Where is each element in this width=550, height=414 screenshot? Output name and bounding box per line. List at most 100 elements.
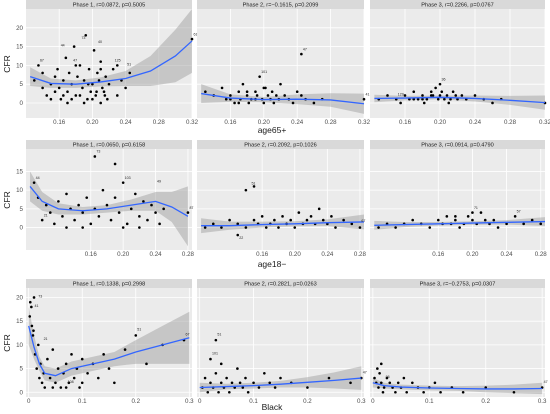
facet-strip-title: Phase 3, r=0.2266, p=0.0767: [421, 3, 493, 9]
data-point: [72, 376, 76, 380]
data-point: [396, 381, 400, 385]
data-point: [92, 49, 96, 52]
x-axis-title: Black: [262, 402, 284, 412]
data-point: [48, 211, 52, 214]
trend-line: [28, 325, 190, 377]
data-point: [31, 334, 35, 337]
data-point: [89, 222, 93, 226]
x-tick-label: 0.16: [224, 119, 237, 126]
data-point: [289, 218, 292, 222]
data-point: [107, 367, 111, 370]
point-label: 87: [189, 206, 193, 210]
data-point: [411, 218, 414, 222]
data-point: [158, 222, 161, 226]
data-point: [466, 215, 470, 218]
point-label: 51: [127, 62, 131, 66]
data-point: [219, 381, 223, 385]
data-point: [421, 94, 424, 97]
facet-panel: Phase 3, r=0.0914, p=0.4790 57 71 0.16 0.20 0…: [370, 140, 547, 258]
data-point: [272, 101, 276, 105]
data-point: [245, 90, 249, 93]
data-point: [57, 86, 61, 90]
facet-strip-title: Phase 1, r=0.0872, p=0.5005: [73, 3, 145, 9]
point-label: 47: [303, 47, 307, 51]
data-point: [99, 60, 102, 63]
data-point: [78, 386, 81, 389]
data-point: [56, 367, 60, 370]
data-point: [412, 97, 416, 101]
point-label: 101: [261, 70, 267, 74]
data-point: [94, 94, 98, 97]
x-tick-label: 0.16: [399, 119, 412, 126]
data-point: [436, 218, 440, 222]
data-point: [382, 386, 386, 389]
data-point: [142, 200, 145, 203]
data-point: [358, 226, 362, 229]
data-point: [102, 90, 106, 93]
data-point: [121, 226, 125, 229]
data-point: [244, 226, 248, 229]
data-point: [111, 67, 115, 71]
x-tick-label: 0.2: [131, 398, 140, 405]
data-point: [402, 376, 406, 380]
trend-line: [29, 40, 193, 85]
data-point: [349, 381, 352, 385]
data-point: [64, 386, 68, 389]
data-point: [411, 381, 414, 385]
data-point: [238, 381, 242, 385]
data-point: [416, 97, 420, 101]
data-point: [327, 376, 331, 380]
facet-strip-title: Phase 1, r=0.0650, p=0.6158: [73, 143, 145, 149]
y-tick-label: 10: [16, 342, 23, 349]
x-tick-label: 0.2: [303, 398, 312, 405]
y-tick-label: 20: [16, 294, 23, 301]
y-axis-title: CFR: [2, 55, 12, 72]
data-point: [116, 64, 119, 67]
x-tick-label: 0.20: [466, 251, 479, 258]
data-point: [40, 218, 44, 222]
data-point: [93, 155, 97, 158]
point-label: 44: [36, 176, 40, 180]
data-point: [101, 188, 105, 192]
point-label: 67: [40, 59, 44, 63]
data-point: [128, 71, 132, 75]
data-point: [44, 203, 48, 207]
x-tick-label: 0.28: [535, 251, 548, 258]
data-point: [162, 207, 165, 211]
point-label: 57: [517, 210, 521, 214]
data-point: [438, 82, 442, 86]
data-point: [264, 226, 268, 229]
data-point: [91, 82, 94, 86]
data-point: [220, 86, 224, 90]
data-point: [53, 75, 57, 78]
data-point: [539, 222, 543, 226]
point-label: 47: [363, 370, 367, 374]
data-point: [405, 390, 408, 394]
data-point: [80, 381, 84, 385]
data-point: [244, 376, 247, 380]
data-point: [37, 343, 40, 347]
data-point: [82, 101, 86, 105]
data-point: [273, 218, 276, 222]
data-point: [230, 381, 234, 385]
data-point: [252, 381, 255, 385]
x-tick-label: 0.16: [53, 119, 66, 126]
data-point: [342, 218, 345, 222]
data-point: [76, 75, 79, 78]
panel-background: [370, 149, 545, 250]
data-point: [471, 211, 474, 214]
y-tick-label: 0: [20, 225, 24, 232]
y-tick-label: 0: [20, 100, 24, 107]
data-point: [30, 324, 34, 328]
data-point: [461, 390, 465, 394]
data-point: [254, 90, 257, 93]
data-point: [429, 90, 433, 93]
data-point: [496, 226, 500, 229]
data-point: [252, 218, 256, 222]
data-point: [237, 101, 241, 105]
data-point: [394, 390, 397, 394]
data-point: [206, 390, 210, 394]
facet-strip: [370, 279, 545, 288]
data-point: [454, 218, 457, 222]
x-tick-label: 0.16: [256, 251, 269, 258]
